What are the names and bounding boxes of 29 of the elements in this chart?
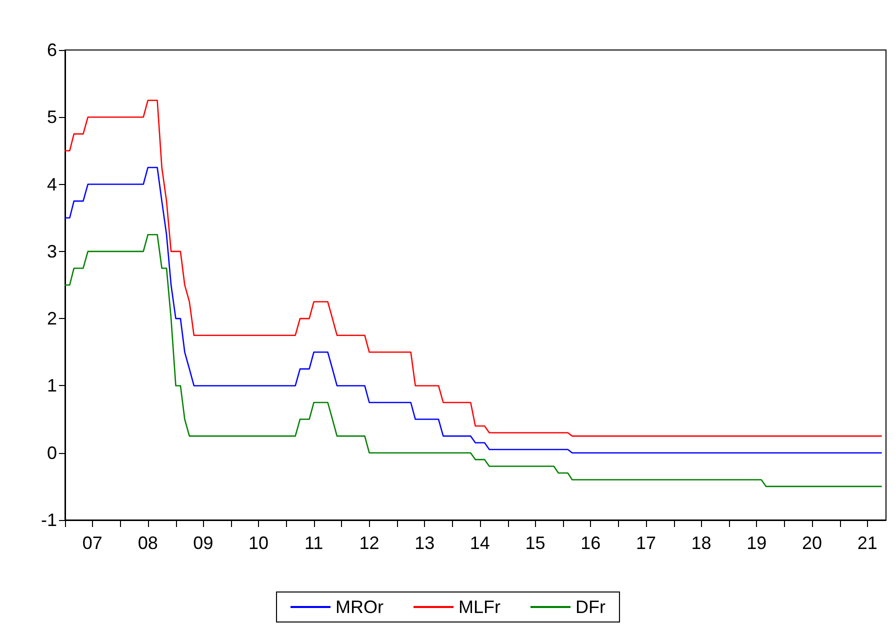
line-series xyxy=(64,234,882,488)
line-series xyxy=(64,100,882,437)
y-tick-label: 4 xyxy=(46,174,57,194)
y-tick-label: 2 xyxy=(46,308,57,329)
y-tick-label: 0 xyxy=(46,442,57,463)
x-tick-label: 21 xyxy=(857,533,878,553)
x-tick-label: 15 xyxy=(525,533,546,553)
y-tick-label: 3 xyxy=(46,241,57,262)
x-tick-label: 12 xyxy=(359,533,380,553)
x-tick-label: 18 xyxy=(691,533,712,553)
line-series xyxy=(64,166,882,454)
x-tick-label: 16 xyxy=(580,533,601,553)
legend-label: DFr xyxy=(575,597,606,617)
x-tick-label: 13 xyxy=(414,533,435,553)
y-tick-label: 1 xyxy=(46,376,57,396)
x-tick-label: 10 xyxy=(248,533,269,553)
y-tick-label: -1 xyxy=(40,510,57,530)
legend-label: MLFr xyxy=(458,597,501,617)
y-tick-label: 5 xyxy=(46,107,57,128)
y-tick-label: 6 xyxy=(46,40,57,60)
x-tick-label: 09 xyxy=(193,533,214,553)
x-tick-label: 17 xyxy=(636,533,656,553)
legend-label: MROr xyxy=(336,597,384,617)
x-tick-label: 08 xyxy=(138,533,158,553)
x-tick-label: 07 xyxy=(82,533,102,553)
x-tick-label: 14 xyxy=(470,533,490,553)
x-tick-label: 19 xyxy=(746,533,767,553)
x-tick-label: 20 xyxy=(802,533,822,553)
x-tick-label: 11 xyxy=(304,533,324,553)
